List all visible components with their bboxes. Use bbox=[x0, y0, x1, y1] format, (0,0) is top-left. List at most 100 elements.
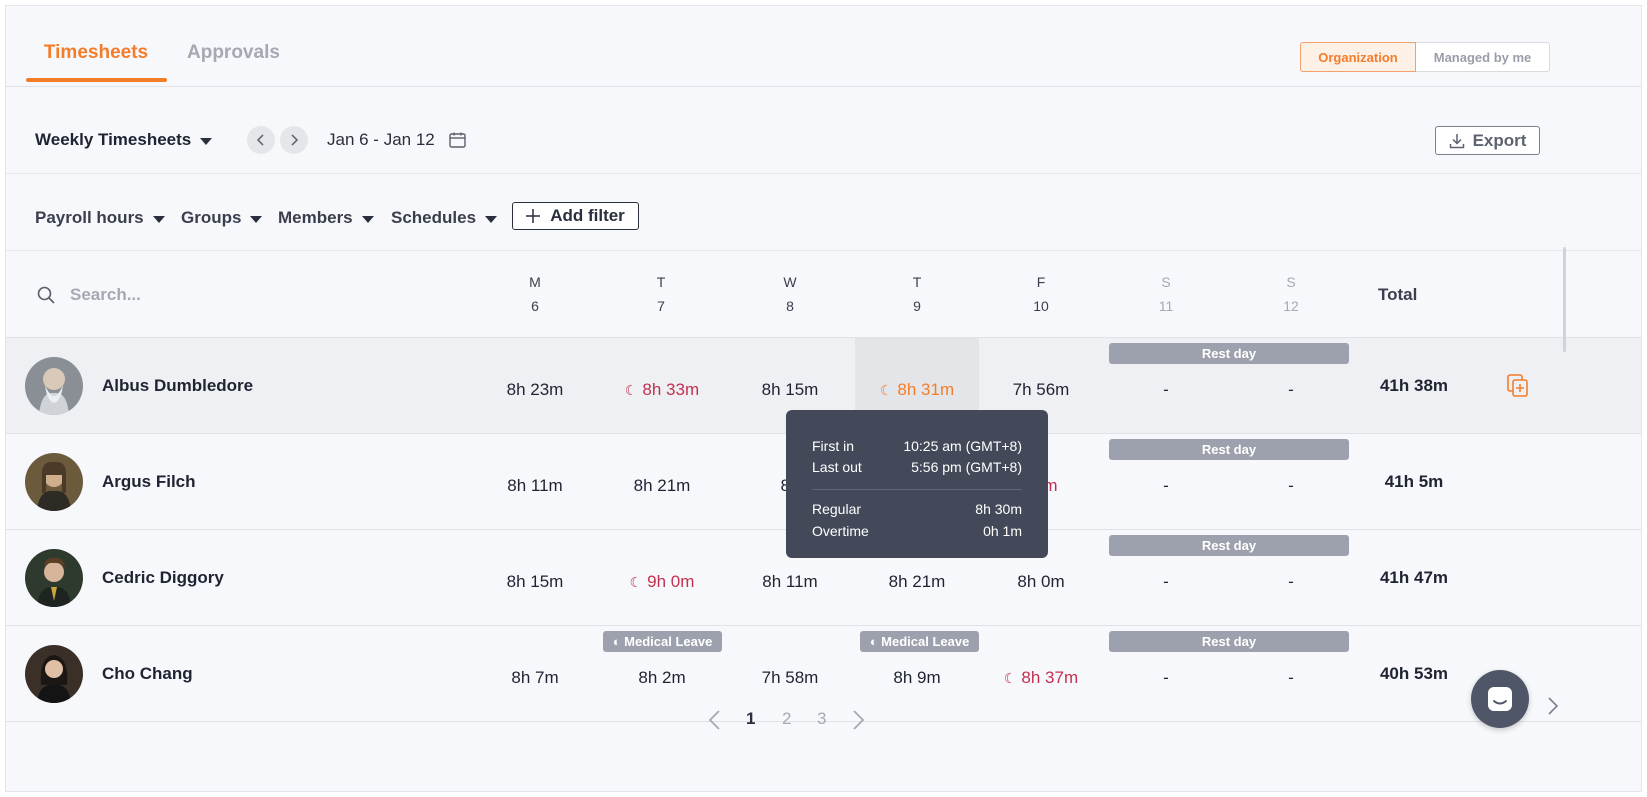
scrollbar-thumb[interactable] bbox=[1563, 247, 1566, 352]
caret-down-icon bbox=[152, 215, 165, 223]
table-header: M6 T7 W8 T9 F10 S11 S12 Total bbox=[6, 252, 1641, 338]
hours-value: 8h 31m bbox=[897, 380, 955, 399]
view-select[interactable]: Weekly Timesheets bbox=[35, 130, 213, 150]
caret-down-icon bbox=[250, 215, 263, 223]
prev-week-button[interactable] bbox=[247, 126, 275, 154]
row-total: 41h 5m bbox=[1384, 472, 1444, 491]
groups-label: Groups bbox=[181, 208, 242, 227]
chevron-right-icon[interactable] bbox=[1547, 696, 1559, 716]
hours-cell[interactable]: - bbox=[1163, 476, 1169, 495]
chevron-right-icon[interactable] bbox=[852, 709, 866, 731]
export-button[interactable]: Export bbox=[1435, 126, 1540, 155]
tab-approvals[interactable]: Approvals bbox=[187, 42, 280, 63]
chevron-right-icon bbox=[291, 134, 299, 146]
hours-cell-overtime[interactable]: ☾ 8h 33m bbox=[600, 380, 724, 400]
calendar-icon[interactable] bbox=[449, 132, 466, 148]
avatar bbox=[25, 357, 83, 415]
chevron-left-icon[interactable] bbox=[707, 709, 721, 731]
row-total: 41h 38m bbox=[1379, 376, 1449, 395]
hours-cell-overtime[interactable]: ☾ 8h 37m bbox=[979, 668, 1103, 688]
hours-tooltip: First in 10:25 am (GMT+8) Last out 5:56 pm… bbox=[786, 410, 1048, 558]
download-icon bbox=[1449, 133, 1464, 148]
hours-cell[interactable]: 8h 11m bbox=[507, 476, 563, 495]
page-1-button[interactable]: 1 bbox=[746, 709, 756, 728]
search-input[interactable] bbox=[70, 283, 370, 307]
hours-cell-overtime[interactable]: ☾ 9h 0m bbox=[600, 572, 724, 592]
schedules-filter[interactable]: Schedules bbox=[391, 208, 498, 228]
caret-down-icon bbox=[485, 215, 498, 223]
app-frame: Timesheets Approvals Organization Manage… bbox=[5, 5, 1642, 792]
moon-icon: ☾ bbox=[1003, 670, 1017, 686]
hours-cell[interactable]: - bbox=[1288, 572, 1294, 591]
chevron-left-icon bbox=[256, 134, 264, 146]
hours-cell[interactable]: - bbox=[1288, 476, 1294, 495]
top-tab-bar: Timesheets Approvals Organization Manage… bbox=[6, 6, 1641, 87]
copy-add-icon[interactable] bbox=[1507, 374, 1529, 398]
hours-cell[interactable]: 8h 7m bbox=[511, 668, 559, 687]
tab-timesheets[interactable]: Timesheets bbox=[43, 42, 149, 63]
scope-toggle: Organization Managed by me bbox=[1300, 42, 1550, 72]
avatar bbox=[25, 453, 83, 511]
table-row[interactable]: Cedric Diggory 8h 15m ☾ 9h 0m 8h 11m 8h 2… bbox=[6, 530, 1641, 626]
tooltip-regular: Regular 8h 30m bbox=[812, 501, 1022, 517]
hours-cell[interactable]: 8h 2m bbox=[638, 668, 686, 687]
hours-cell[interactable]: 8h 9m bbox=[893, 668, 941, 687]
hours-cell[interactable]: 8h 11m bbox=[762, 572, 818, 591]
groups-filter[interactable]: Groups bbox=[181, 208, 263, 228]
row-total: 40h 53m bbox=[1379, 664, 1449, 683]
member-name[interactable]: Albus Dumbledore bbox=[102, 376, 254, 395]
hours-cell[interactable]: - bbox=[1288, 380, 1294, 399]
hours-cell[interactable]: - bbox=[1163, 572, 1169, 591]
row-total: 41h 47m bbox=[1379, 568, 1449, 587]
total-header: Total bbox=[1378, 285, 1418, 304]
hours-cell[interactable]: 8h 21m bbox=[633, 476, 691, 495]
day-header-sun: S 12 bbox=[1283, 274, 1299, 314]
hours-cell[interactable]: 8h 21m bbox=[888, 572, 946, 591]
hours-cell[interactable]: - bbox=[1163, 668, 1169, 687]
chat-launcher-button[interactable] bbox=[1471, 670, 1529, 728]
members-filter[interactable]: Members bbox=[278, 208, 374, 228]
hours-cell[interactable]: 8h 15m bbox=[506, 572, 564, 591]
payroll-hours-label: Payroll hours bbox=[35, 208, 144, 227]
plus-icon bbox=[526, 209, 541, 223]
hours-cell[interactable]: - bbox=[1288, 668, 1294, 687]
hours-cell[interactable]: 8h 0m bbox=[1017, 572, 1065, 591]
day-header-sat: S 11 bbox=[1158, 274, 1174, 314]
date-range-label: Jan 6 - Jan 12 bbox=[327, 130, 435, 149]
scope-managed-button[interactable]: Managed by me bbox=[1416, 42, 1550, 72]
hours-value: 8h 33m bbox=[642, 380, 700, 399]
rest-day-badge: Rest day bbox=[1109, 631, 1349, 652]
caret-down-icon bbox=[361, 215, 374, 223]
moon-icon: ☾ bbox=[879, 382, 893, 398]
table-row[interactable]: Cho Chang ◐ Medical Leave ◐ Medical Leav… bbox=[6, 626, 1641, 722]
table-row[interactable]: Albus Dumbledore 8h 23m ☾ 8h 33m 8h 15m ☾… bbox=[6, 338, 1641, 434]
hours-cell[interactable]: 8h 23m bbox=[506, 380, 564, 399]
page-3-button[interactable]: 3 bbox=[817, 709, 827, 728]
scope-organization-button[interactable]: Organization bbox=[1300, 42, 1416, 72]
payroll-hours-filter[interactable]: Payroll hours bbox=[35, 208, 165, 228]
add-filter-label: Add filter bbox=[550, 206, 625, 225]
hours-cell[interactable]: 7h 56m bbox=[1012, 380, 1070, 399]
moon-icon: ☾ bbox=[629, 574, 643, 590]
tooltip-first-in: First in 10:25 am (GMT+8) bbox=[812, 438, 1022, 454]
hours-cell[interactable]: 7h 58m bbox=[761, 668, 819, 687]
moon-icon: ☾ bbox=[624, 382, 638, 398]
member-name[interactable]: Argus Filch bbox=[102, 472, 196, 491]
hours-cell[interactable]: - bbox=[1163, 380, 1169, 399]
rest-day-badge: Rest day bbox=[1109, 343, 1349, 364]
tooltip-last-out: Last out 5:56 pm (GMT+8) bbox=[812, 459, 1022, 475]
member-name[interactable]: Cedric Diggory bbox=[102, 568, 224, 587]
hours-cell[interactable]: 8h 15m bbox=[761, 380, 819, 399]
hours-cell-overtime[interactable]: ☾ 8h 31m bbox=[855, 380, 979, 400]
next-week-button[interactable] bbox=[280, 126, 308, 154]
page-2-button[interactable]: 2 bbox=[782, 709, 792, 728]
filter-bar: Payroll hours Groups Members Schedules A… bbox=[6, 175, 1641, 251]
tooltip-divider bbox=[812, 489, 1022, 490]
member-name[interactable]: Cho Chang bbox=[102, 664, 193, 683]
half-circle-icon: ◐ bbox=[612, 634, 625, 649]
add-filter-button[interactable]: Add filter bbox=[512, 202, 639, 230]
